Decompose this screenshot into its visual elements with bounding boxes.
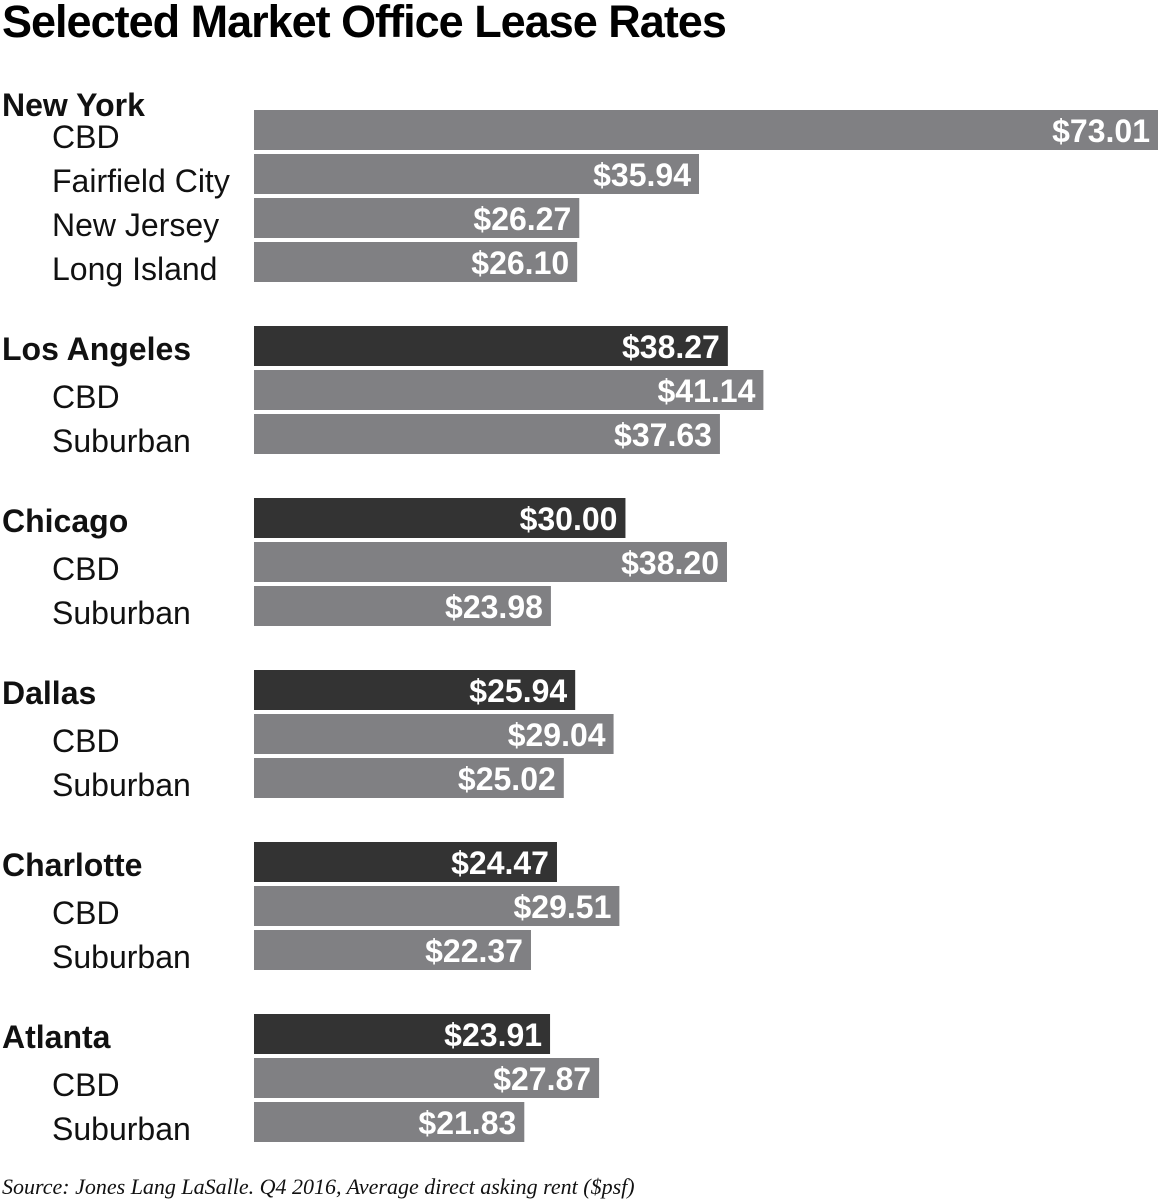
submarket-label-dallas-cbd: CBD: [52, 723, 120, 759]
submarket-new-york-fairfield-city-bar: [254, 154, 700, 194]
submarket-new-york-cbd-bar: [254, 110, 1158, 150]
submarket-label-charlotte-cbd: CBD: [52, 895, 120, 931]
submarket-atlanta-suburban-bar: [254, 1102, 525, 1142]
submarket-new-york-fairfield-city-value-label: $35.94: [593, 157, 691, 193]
market-dallas-value-label: $25.94: [469, 673, 567, 709]
market-atlanta-bar: [254, 1014, 551, 1054]
submarket-dallas-suburban-bar: [254, 758, 564, 798]
source-note: Source: Jones Lang LaSalle. Q4 2016, Ave…: [2, 1174, 635, 1199]
submarket-los-angeles-cbd-value-label: $41.14: [658, 373, 756, 409]
market-label-charlotte: Charlotte: [2, 847, 142, 883]
submarket-label-chicago-suburban: Suburban: [52, 595, 191, 631]
submarket-chicago-cbd-bar: [254, 542, 727, 582]
submarket-atlanta-cbd-value-label: $27.87: [493, 1061, 591, 1097]
submarket-atlanta-suburban-value-label: $21.83: [418, 1105, 516, 1141]
market-charlotte-bar: [254, 842, 557, 882]
submarket-dallas-suburban-value-label: $25.02: [458, 761, 556, 797]
submarket-label-atlanta-suburban: Suburban: [52, 1111, 191, 1147]
submarket-label-new-york-new-jersey: New Jersey: [52, 207, 219, 243]
submarket-chicago-cbd-value-label: $38.20: [621, 545, 719, 581]
market-chicago-value-label: $30.00: [520, 501, 618, 537]
submarket-new-york-cbd-value-label: $73.01: [1052, 113, 1150, 149]
submarket-label-new-york-long-island: Long Island: [52, 251, 217, 287]
market-label-atlanta: Atlanta: [2, 1019, 111, 1055]
market-label-los-angeles: Los Angeles: [2, 331, 191, 367]
submarket-label-dallas-suburban: Suburban: [52, 767, 191, 803]
submarket-chicago-suburban-bar: [254, 586, 551, 626]
submarket-new-york-new-jersey-value-label: $26.27: [473, 201, 571, 237]
market-dallas-bar: [254, 670, 576, 710]
market-atlanta-value-label: $23.91: [444, 1017, 542, 1053]
submarket-charlotte-suburban-value-label: $22.37: [425, 933, 523, 969]
market-chicago-bar: [254, 498, 626, 538]
submarket-charlotte-cbd-bar: [254, 886, 620, 926]
submarket-new-york-long-island-value-label: $26.10: [471, 245, 569, 281]
submarket-los-angeles-cbd-bar: [254, 370, 764, 410]
submarket-dallas-cbd-bar: [254, 714, 614, 754]
submarket-new-york-new-jersey-bar: [254, 198, 580, 238]
submarket-charlotte-suburban-bar: [254, 930, 531, 970]
submarket-label-new-york-fairfield-city: Fairfield City: [52, 163, 230, 199]
market-los-angeles-bar: [254, 326, 728, 366]
market-label-dallas: Dallas: [2, 675, 96, 711]
submarket-chicago-suburban-value-label: $23.98: [445, 589, 543, 625]
submarket-atlanta-cbd-bar: [254, 1058, 600, 1098]
submarket-label-chicago-cbd: CBD: [52, 551, 120, 587]
submarket-los-angeles-suburban-value-label: $37.63: [614, 417, 712, 453]
submarket-label-charlotte-suburban: Suburban: [52, 939, 191, 975]
submarket-label-los-angeles-suburban: Suburban: [52, 423, 191, 459]
submarket-label-atlanta-cbd: CBD: [52, 1067, 120, 1103]
submarket-label-los-angeles-cbd: CBD: [52, 379, 120, 415]
submarket-new-york-long-island-bar: [254, 242, 578, 282]
chart-title: Selected Market Office Lease Rates: [2, 0, 727, 47]
market-label-chicago: Chicago: [2, 503, 128, 539]
submarket-los-angeles-suburban-bar: [254, 414, 720, 454]
submarket-dallas-cbd-value-label: $29.04: [508, 717, 606, 753]
market-los-angeles-value-label: $38.27: [622, 329, 720, 365]
submarket-charlotte-cbd-value-label: $29.51: [514, 889, 612, 925]
market-label-new-york: New York: [2, 87, 145, 123]
market-charlotte-value-label: $24.47: [451, 845, 549, 881]
submarket-label-new-york-cbd: CBD: [52, 119, 120, 155]
